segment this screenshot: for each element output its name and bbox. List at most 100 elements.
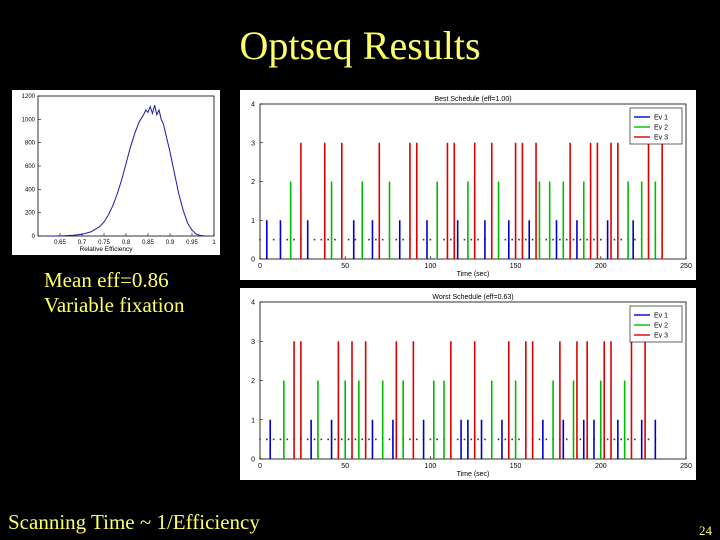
best-schedule-fixation-marker (545, 238, 548, 241)
best-schedule-fixation-marker (320, 238, 323, 241)
mean-efficiency-text: Mean eff=0.86 (44, 268, 169, 292)
histogram-y-tick-label: 400 (25, 187, 36, 193)
best-schedule-fixation-marker (327, 238, 329, 241)
worst-schedule-fixation-marker (259, 438, 261, 441)
worst-schedule-chart: Worst Schedule (eff=0.63) 0 1 2 3 4 0 50 100 150 2… (240, 288, 696, 480)
best-schedule-fixation-marker (293, 238, 295, 241)
histogram-y-tick-label: 600 (25, 164, 36, 170)
worst-schedule-fixation-marker (334, 438, 336, 441)
histogram-line (46, 104, 206, 237)
best-schedule-fixation-marker (565, 238, 568, 241)
best-schedule-fixation-marker (552, 238, 554, 241)
best-schedule-fixation-marker (463, 238, 466, 241)
worst-schedule-fixation-marker (340, 438, 343, 441)
best-schedule-x-tick-label: 100 (425, 263, 437, 270)
best-schedule-fixation-marker (429, 238, 432, 241)
worst-schedule-legend-box (629, 305, 683, 343)
worst-schedule-fixation-marker (272, 438, 275, 441)
best-schedule-fixation-marker (593, 238, 595, 241)
worst-schedule-y-tick-label: 4 (251, 300, 255, 307)
best-schedule-fixation-marker (586, 238, 588, 241)
worst-schedule-fixation-marker (388, 438, 391, 441)
worst-schedule-fixation-marker (375, 438, 377, 441)
histogram-axes-box (37, 95, 215, 237)
best-schedule-fixation-marker (477, 238, 479, 241)
best-schedule-fixation-marker (402, 238, 404, 241)
best-schedule-fixation-marker (613, 238, 616, 241)
best-schedule-fixation-marker (286, 238, 289, 241)
best-schedule-fixation-marker (354, 238, 357, 241)
worst-schedule-fixation-marker (361, 438, 364, 441)
histogram-x-tick-label: 0.65 (54, 240, 66, 246)
footer-text: Scanning Time ~ 1/Efficiency (8, 510, 260, 534)
histogram-x-tick-label: 0.7 (78, 240, 87, 246)
worst-schedule-fixation-marker (354, 438, 357, 441)
best-schedule-fixation-marker (634, 238, 636, 241)
best-schedule-fixation-marker (620, 238, 623, 241)
best-schedule-fixation-marker (422, 238, 425, 241)
best-schedule-fixation-marker (334, 238, 336, 241)
best-schedule-fixation-marker (470, 238, 473, 241)
worst-schedule-fixation-marker (613, 438, 616, 441)
best-schedule-y-tick-label: 3 (251, 140, 255, 147)
worst-schedule-fixation-marker (463, 438, 466, 441)
best-schedule-chart: Best Schedule (eff=1.00) 0 1 2 3 4 0 50 100 150 20… (240, 90, 696, 280)
best-schedule-axes-box (259, 103, 687, 260)
best-schedule-x-tick-label: 50 (341, 263, 349, 270)
best-schedule-y-tick-label: 1 (251, 218, 255, 225)
best-schedule-fixation-marker (511, 238, 513, 241)
best-schedule-y-tick-label: 0 (251, 257, 255, 264)
best-schedule-x-tick-label: 0 (258, 263, 262, 270)
worst-schedule-fixation-marker (511, 438, 513, 441)
worst-schedule-fixation-marker (620, 438, 623, 441)
worst-schedule-fixation-marker (518, 438, 520, 441)
best-schedule-fixation-marker (579, 238, 582, 241)
worst-schedule-fixation-marker (634, 438, 636, 441)
histogram-x-tick-label: 0.95 (186, 240, 198, 246)
best-schedule-legend-label: Ev 3 (654, 135, 668, 142)
best-schedule-fixation-marker (368, 238, 370, 241)
histogram-y-tick-label: 0 (32, 234, 36, 240)
worst-schedule-fixation-marker (320, 438, 323, 441)
best-schedule-y-tick-label: 4 (251, 102, 255, 109)
histogram-y-tick-label: 800 (25, 141, 36, 147)
worst-schedule-fixation-marker (429, 438, 432, 441)
worst-schedule-y-tick-label: 3 (251, 339, 255, 346)
worst-schedule-y-tick-label: 0 (251, 457, 255, 464)
worst-schedule-fixation-marker (313, 438, 316, 441)
best-schedule-svg: Best Schedule (eff=1.00) 0 1 2 3 4 0 50 100 150 20… (251, 96, 692, 278)
worst-schedule-axes-box (259, 301, 687, 460)
best-schedule-fixation-marker (531, 238, 534, 241)
worst-schedule-x-tick-label: 100 (425, 463, 437, 470)
best-schedule-y-tick-label: 2 (251, 179, 255, 186)
best-schedule-fixation-marker (525, 238, 527, 241)
worst-schedule-fixation-marker (286, 438, 289, 441)
worst-schedule-title: Worst Schedule (eff=0.63) (432, 294, 513, 301)
best-schedule-x-tick-label: 200 (595, 263, 607, 270)
worst-schedule-fixation-marker (627, 438, 629, 441)
worst-schedule-fixation-marker (327, 438, 329, 441)
best-schedule-title: Best Schedule (eff=1.00) (434, 96, 511, 103)
worst-schedule-fixation-marker (279, 438, 282, 441)
worst-schedule-fixation-marker (647, 438, 650, 441)
worst-schedule-legend-label: Ev 3 (654, 333, 668, 340)
fixation-text: Variable fixation (44, 293, 185, 317)
best-schedule-fixation-marker (504, 238, 507, 241)
best-schedule-legend-box (629, 107, 683, 145)
worst-schedule-fixation-marker (497, 438, 500, 441)
best-schedule-fixation-marker (395, 238, 398, 241)
best-schedule-fixation-marker (450, 238, 452, 241)
efficiency-histogram: 0 200 400 600 800 1000 1200 0.65 0.7 0.75 0.8 0.85 0… (12, 90, 220, 255)
worst-schedule-x-axis-label: Time (sec) (457, 471, 490, 478)
worst-schedule-fixation-marker (456, 438, 459, 441)
page-number: 24 (699, 523, 712, 538)
best-schedule-x-tick-label: 250 (680, 263, 692, 270)
worst-schedule-fixation-marker (415, 438, 418, 441)
worst-schedule-fixation-marker (504, 438, 507, 441)
stats-text: Mean eff=0.86 Variable fixation (44, 268, 185, 318)
worst-schedule-fixation-marker (484, 438, 486, 441)
worst-schedule-fixation-marker (477, 438, 479, 441)
worst-schedule-fixation-marker (306, 438, 309, 441)
worst-schedule-fixation-marker (266, 438, 268, 441)
worst-schedule-x-tick-label: 150 (510, 463, 522, 470)
